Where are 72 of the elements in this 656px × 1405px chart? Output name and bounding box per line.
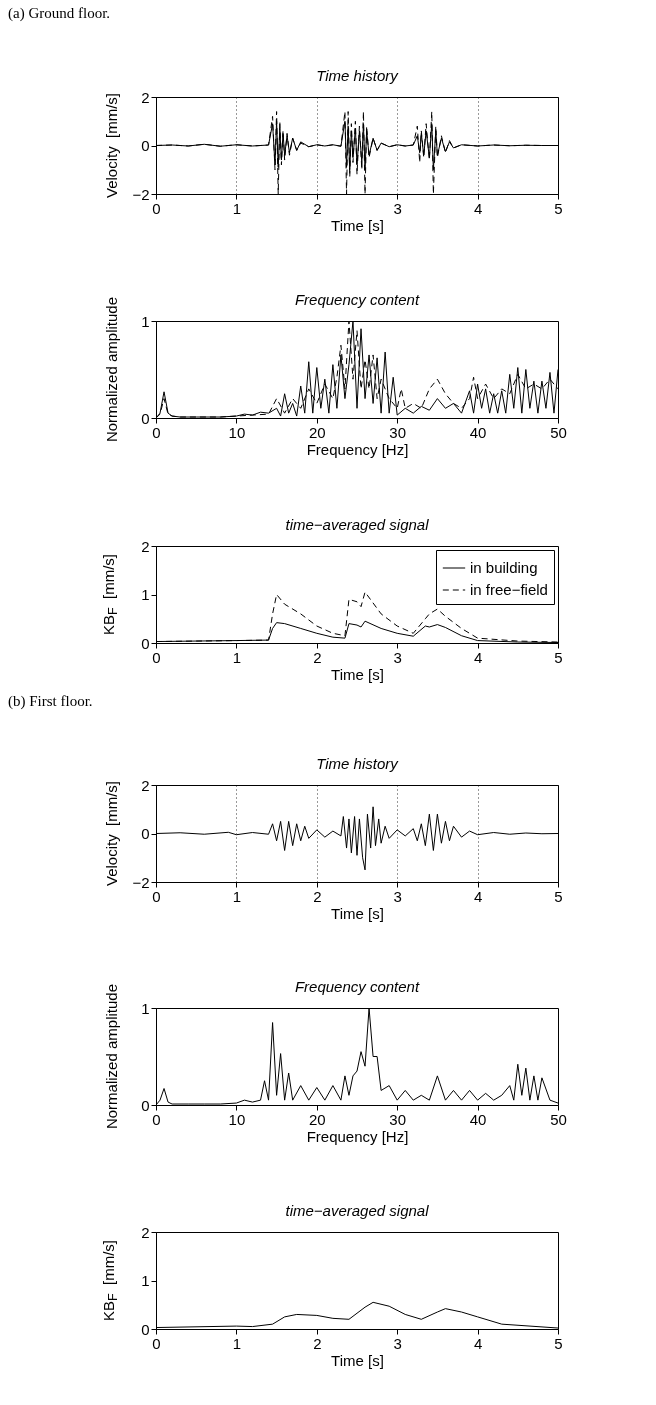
x-tick-label: 5	[554, 887, 563, 905]
x-tick-label: 10	[228, 1110, 246, 1128]
x-tick-label: 50	[550, 1110, 567, 1128]
y-tick-label: 2	[141, 776, 150, 794]
y-axis-title: Velocity [mm/s]	[103, 92, 120, 199]
x-tick-label: 5	[554, 199, 563, 217]
chart-title: Time history	[316, 755, 400, 772]
x-tick-label: 0	[152, 1334, 161, 1352]
x-axis-title: Frequency [Hz]	[306, 1127, 409, 1145]
x-tick-label: 40	[469, 423, 487, 441]
x-tick-label: 1	[232, 1334, 242, 1352]
y-tick-label: 1	[141, 586, 150, 603]
y-tick-label: −2	[132, 873, 150, 891]
y-tick-label: 0	[141, 1320, 150, 1338]
y-tick-label: 0	[141, 409, 150, 427]
x-axis-title: Time [s]	[331, 665, 384, 683]
x-tick-label: 5	[554, 1334, 563, 1352]
legend-label: in building	[470, 559, 538, 576]
x-tick-label: 20	[308, 423, 326, 441]
x-tick-label: 40	[469, 1110, 487, 1128]
x-axis-title: Time [s]	[331, 1351, 384, 1369]
x-tick-label: 4	[473, 199, 483, 217]
y-axis-title: Normalized amplitude	[103, 296, 120, 443]
x-tick-label: 3	[393, 648, 402, 666]
text: (a) Ground floor.	[8, 5, 111, 22]
chart-title: Frequency content	[294, 978, 420, 995]
y-tick-label: 0	[141, 825, 150, 842]
x-tick-label: 0	[152, 648, 161, 666]
x-tick-label: 30	[389, 1110, 407, 1128]
x-axis-title: Time [s]	[331, 904, 384, 922]
x-tick-label: 2	[313, 1334, 322, 1352]
y-tick-label: 0	[141, 137, 150, 154]
x-tick-label: 0	[152, 1110, 161, 1128]
y-tick-label: 2	[141, 537, 150, 555]
x-tick-label: 5	[554, 648, 563, 666]
x-tick-label: 3	[393, 1334, 402, 1352]
x-tick-label: 2	[313, 887, 322, 905]
x-tick-label: 0	[152, 423, 161, 441]
y-tick-label: 0	[141, 634, 150, 652]
chart-title: Time history	[316, 67, 400, 84]
chart-title: time−averaged signal	[285, 1202, 430, 1219]
x-tick-label: 0	[152, 887, 161, 905]
x-tick-label: 3	[393, 199, 402, 217]
x-tick-label: 10	[228, 423, 246, 441]
x-tick-label: 20	[308, 1110, 326, 1128]
x-tick-label: 3	[393, 887, 402, 905]
x-axis-title: Frequency [Hz]	[306, 440, 409, 458]
y-tick-label: 2	[141, 1223, 150, 1241]
legend-label: in free−field	[470, 581, 548, 598]
x-tick-label: 4	[473, 887, 483, 905]
x-tick-label: 2	[313, 648, 322, 666]
y-tick-label: 1	[141, 312, 150, 330]
x-tick-label: 4	[473, 1334, 483, 1352]
x-tick-label: 1	[232, 887, 242, 905]
x-tick-label: 2	[313, 199, 322, 217]
x-axis-title: Time [s]	[331, 216, 384, 234]
y-axis-title: Velocity [mm/s]	[103, 780, 120, 887]
x-tick-label: 0	[152, 199, 161, 217]
text: (b) First floor.	[8, 693, 93, 710]
y-tick-label: 0	[141, 1096, 150, 1114]
y-tick-label: −2	[132, 185, 150, 203]
y-tick-label: 2	[141, 88, 150, 106]
y-tick-label: 1	[141, 999, 150, 1017]
chart-title: time−averaged signal	[285, 516, 430, 533]
x-tick-label: 50	[550, 423, 567, 441]
y-tick-label: 1	[141, 1272, 150, 1289]
x-tick-label: 1	[232, 648, 242, 666]
x-tick-label: 4	[473, 648, 483, 666]
x-tick-label: 30	[389, 423, 407, 441]
x-tick-label: 1	[232, 199, 242, 217]
y-axis-title: Normalized amplitude	[103, 983, 120, 1130]
chart-title: Frequency content	[294, 291, 420, 308]
